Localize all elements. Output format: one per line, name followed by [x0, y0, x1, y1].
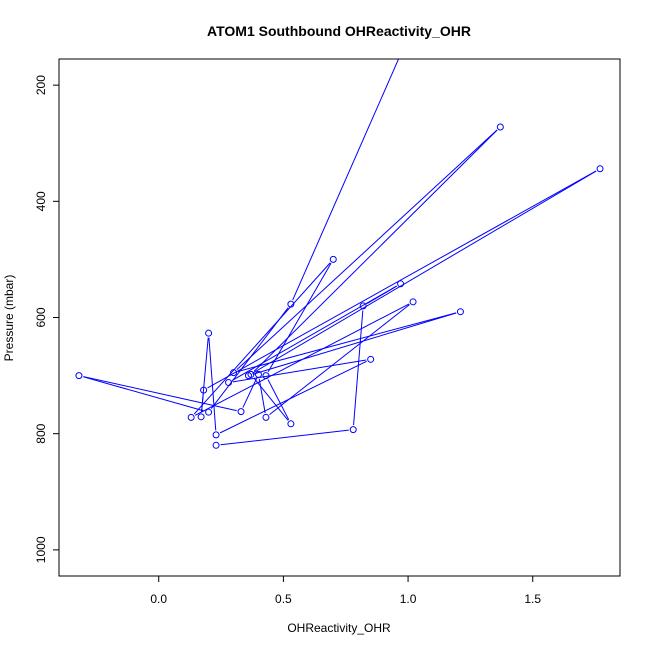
- x-tick-label: 0.5: [275, 592, 292, 606]
- data-point: [247, 370, 255, 378]
- y-tick-label: 400: [34, 191, 48, 211]
- x-tick-label: 0.0: [150, 592, 167, 606]
- x-axis-label: OHReactivity_OHR: [287, 621, 391, 635]
- data-point: [596, 165, 604, 173]
- data-point: [329, 255, 337, 263]
- plot-area: [58, 58, 621, 577]
- y-axis: 200 400 600 800 1000: [34, 75, 59, 563]
- data-point: [397, 280, 405, 288]
- chart-title: ATOM1 Southbound OHReactivity_OHR: [207, 23, 471, 39]
- data-point: [197, 413, 205, 421]
- y-tick-label: 600: [34, 307, 48, 327]
- data-point: [409, 298, 417, 306]
- series-line-segment: [267, 379, 290, 421]
- data-point: [287, 420, 295, 428]
- data-point: [205, 408, 213, 416]
- series-line-segment: [232, 285, 397, 381]
- series-line-segment: [232, 359, 367, 383]
- data-point: [200, 386, 208, 394]
- series-line-segment: [194, 303, 410, 416]
- series-line-segment: [252, 312, 457, 375]
- plot-border: [58, 58, 621, 577]
- data-point: [225, 379, 233, 387]
- data-point: [287, 300, 295, 308]
- series-line-segment: [83, 376, 237, 412]
- data-point: [349, 426, 357, 434]
- data-point: [254, 370, 262, 378]
- series-line-segment: [292, 59, 400, 301]
- data-point: [75, 372, 83, 380]
- series-line-segment: [252, 170, 597, 374]
- data-point: [212, 431, 220, 439]
- y-tick-label: 200: [34, 75, 48, 95]
- data-point: [262, 413, 270, 421]
- series-layer: [75, 59, 604, 449]
- series-line-segment: [242, 378, 258, 408]
- x-tick-label: 1.0: [400, 592, 417, 606]
- series-line-segment: [210, 307, 289, 409]
- series-line-segment: [207, 170, 597, 389]
- data-point: [367, 355, 375, 363]
- series-line-segment: [208, 337, 217, 431]
- series-line-segment: [353, 310, 364, 426]
- series-line-segment: [220, 429, 349, 446]
- data-point: [230, 369, 238, 377]
- data-point: [262, 372, 270, 380]
- data-point: [205, 329, 213, 337]
- series-line-segment: [236, 129, 498, 371]
- series-line-segment: [258, 378, 266, 414]
- series-line-segment: [193, 262, 331, 415]
- x-tick-label: 1.5: [524, 592, 541, 606]
- data-point: [456, 308, 464, 316]
- series-line-segment: [219, 360, 367, 434]
- series-line-segment: [253, 377, 289, 421]
- series-line-segment: [267, 263, 332, 372]
- y-tick-label: 800: [34, 423, 48, 443]
- data-point: [187, 413, 195, 421]
- data-point: [496, 123, 504, 131]
- series-line-segment: [269, 304, 410, 416]
- y-axis-label: Pressure (mbar): [2, 275, 16, 362]
- data-point: [212, 441, 220, 449]
- series-line-segment: [83, 376, 205, 412]
- data-point: [237, 408, 245, 416]
- x-axis: 0.0 0.5 1.0 1.5: [150, 576, 541, 606]
- series-line-segment: [253, 129, 498, 372]
- data-point: [359, 302, 367, 310]
- y-tick-label: 1000: [34, 536, 48, 563]
